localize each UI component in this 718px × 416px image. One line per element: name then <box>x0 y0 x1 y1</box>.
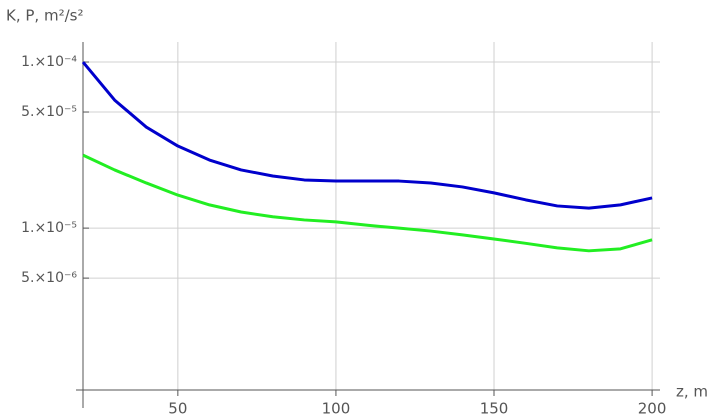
y-tick-label: 5.×10⁻⁶ <box>21 270 77 286</box>
series-line <box>82 153 653 253</box>
x-tick-label: 200 <box>638 400 667 416</box>
y-tick-label: 1.×10⁻⁴ <box>21 54 77 70</box>
x-tick-label: 50 <box>168 400 187 416</box>
x-axis-label: z, m <box>676 383 708 401</box>
y-tick-label: 1.×10⁻⁵ <box>21 220 77 236</box>
x-tick-label: 150 <box>480 400 509 416</box>
y-axis-label: K, P, m²/s² <box>6 7 83 25</box>
series-line <box>81 61 653 210</box>
x-tick-label: 100 <box>322 400 351 416</box>
y-tick-label: 5.×10⁻⁵ <box>21 104 77 120</box>
